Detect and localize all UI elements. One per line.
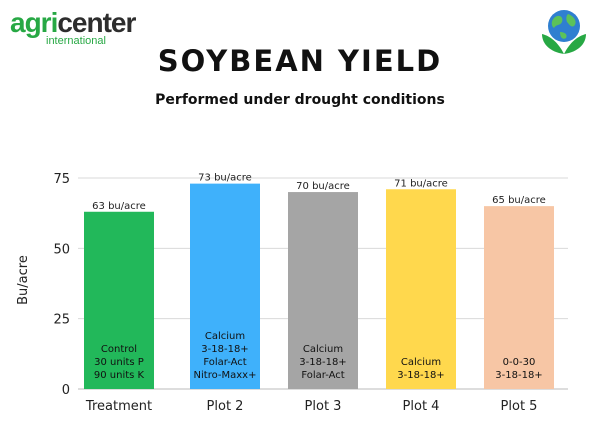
- bar-inner-label: 0-0-30: [503, 357, 536, 368]
- bar-inner-label: 90 units K: [94, 370, 145, 381]
- chart-title: SOYBEAN YIELD: [157, 44, 443, 78]
- logo-prefix: agri: [10, 7, 58, 38]
- bar-inner-label: Calcium: [205, 331, 245, 342]
- bar-inner-label: Nitro-Maxx+: [194, 370, 257, 381]
- bar-inner-label: 3-18-18+: [495, 370, 542, 381]
- bar-inner-label: 3-18-18+: [299, 357, 346, 368]
- globe-leaves-icon: [542, 10, 586, 54]
- bar-inner-label: 30 units P: [94, 357, 144, 368]
- bar-inner-label: Folar-Act: [301, 370, 344, 381]
- y-tick-label: 50: [53, 242, 70, 257]
- x-category-label: Plot 4: [403, 399, 440, 414]
- agricenter-logo: agricenter international: [10, 8, 150, 48]
- logo-subtext: international: [46, 35, 106, 47]
- logo-suffix: center: [57, 7, 136, 38]
- x-category-label: Plot 2: [207, 399, 244, 414]
- x-category-label: Plot 5: [501, 399, 538, 414]
- bar: [84, 211, 154, 389]
- y-tick-label: 0: [62, 383, 70, 398]
- bar: [484, 206, 554, 389]
- bar-inner-label: 3-18-18+: [201, 344, 248, 355]
- bar: [190, 183, 260, 389]
- data-label: 70 bu/acre: [296, 181, 350, 192]
- y-tick-label: 25: [53, 313, 70, 328]
- data-label: 73 bu/acre: [198, 173, 252, 184]
- logo-wordmark: agricenter: [10, 7, 136, 38]
- bar: [386, 189, 456, 389]
- bar-inner-label: Calcium: [303, 344, 343, 355]
- x-category-label: Plot 3: [305, 399, 342, 414]
- bar: [288, 192, 358, 389]
- bars: [84, 183, 554, 389]
- x-category-label: Treatment: [85, 399, 152, 414]
- bar-inner-label: Calcium: [401, 357, 441, 368]
- bar-inner-label: 3-18-18+: [397, 370, 444, 381]
- y-axis-label: Bu/acre: [16, 255, 31, 305]
- x-axis-categories: Treatment Plot 2 Plot 3 Plot 4 Plot 5: [85, 399, 538, 414]
- y-tick-label: 75: [53, 172, 70, 187]
- data-label: 65 bu/acre: [492, 195, 546, 206]
- chart-subtitle: Performed under drought conditions: [155, 92, 445, 108]
- data-label: 63 bu/acre: [92, 201, 146, 212]
- data-labels: 63 bu/acre Control 30 units P 90 units K 73 …: [92, 173, 546, 381]
- data-label: 71 bu/acre: [394, 178, 448, 189]
- y-axis-ticks: 0 25 50 75: [53, 172, 70, 398]
- bar-inner-label: Control: [101, 344, 137, 355]
- bar-inner-label: Folar-Act: [203, 357, 246, 368]
